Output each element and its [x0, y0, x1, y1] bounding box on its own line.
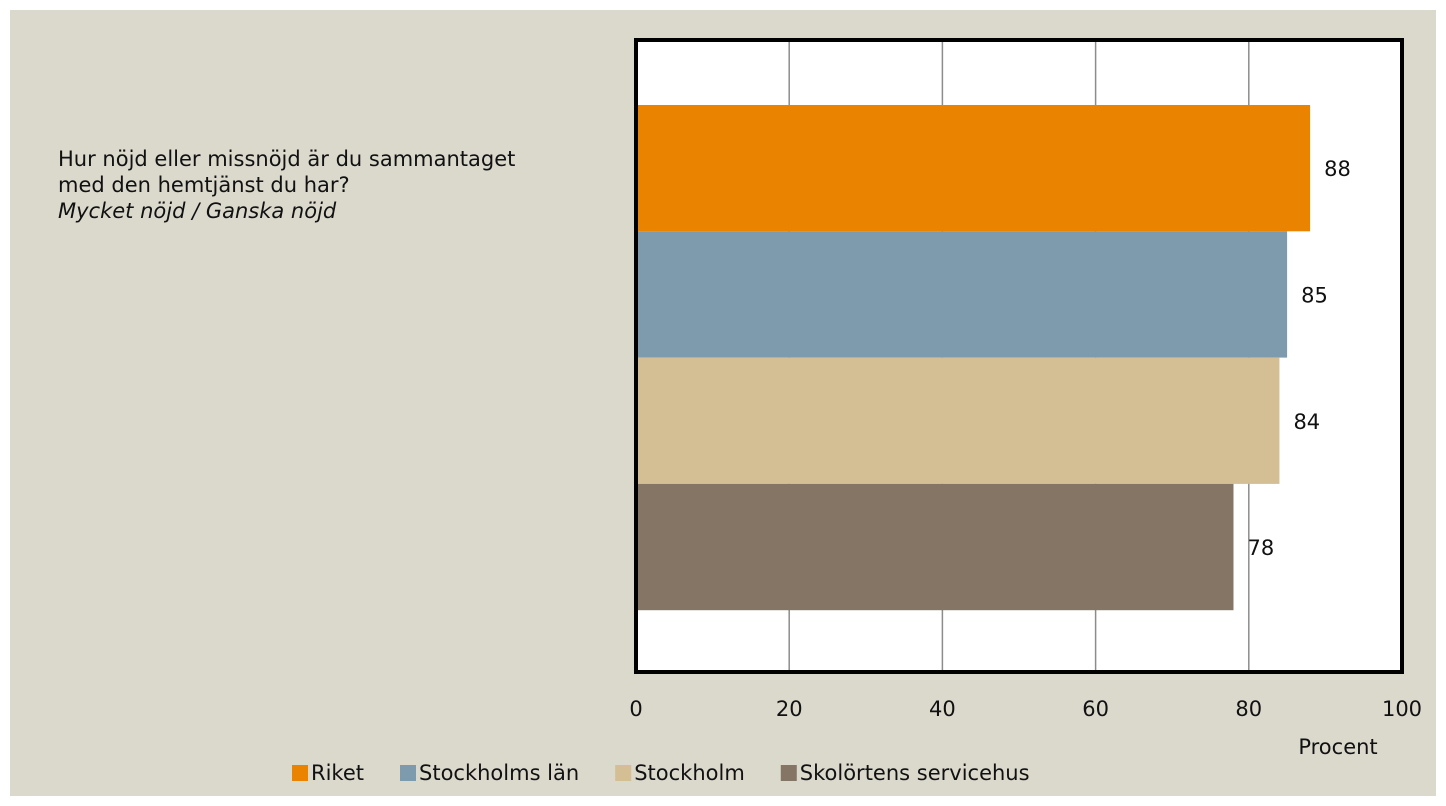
question-subtitle: Mycket nöjd / Ganska nöjd	[58, 199, 337, 223]
legend-swatch	[615, 765, 632, 781]
legend-swatch	[780, 765, 797, 781]
value-label: 78	[1247, 536, 1274, 560]
x-tick-label: 60	[1082, 697, 1109, 721]
bar	[636, 231, 1288, 358]
x-axis-label: Procent	[1298, 735, 1377, 759]
bar	[636, 483, 1234, 611]
value-label: 84	[1293, 410, 1320, 434]
legend-label: Stockholm	[634, 761, 745, 785]
value-label: 85	[1301, 283, 1328, 307]
legend-label: Stockholms län	[419, 761, 579, 785]
x-tick-label: 20	[776, 697, 803, 721]
question-text: Hur nöjd eller missnöjd är du sammantage…	[58, 147, 516, 197]
bar	[636, 357, 1280, 484]
legend-swatch	[400, 765, 416, 781]
x-tick-label: 40	[929, 697, 956, 721]
x-tick-label: 0	[629, 697, 642, 721]
legend-label: Riket	[311, 761, 364, 785]
value-label: 88	[1324, 157, 1351, 181]
x-tick-label: 100	[1382, 697, 1422, 721]
bar	[636, 105, 1311, 232]
legend-swatch	[292, 765, 308, 781]
question: Hur nöjd eller missnöjd är du sammantage…	[58, 146, 538, 224]
legend-label: Skolörtens servicehus	[800, 761, 1030, 785]
x-tick-label: 80	[1235, 697, 1262, 721]
plot-border	[634, 38, 1404, 674]
